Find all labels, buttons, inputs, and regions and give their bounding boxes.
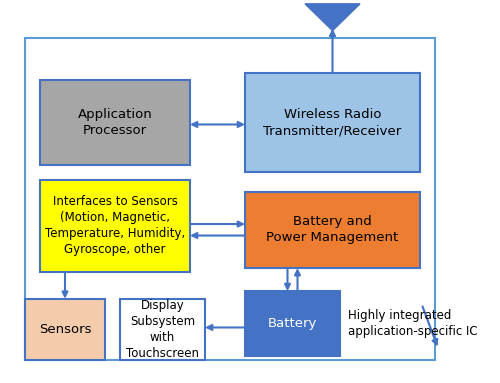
Text: Sensors: Sensors [39, 323, 91, 336]
FancyBboxPatch shape [120, 299, 205, 360]
FancyBboxPatch shape [40, 180, 190, 272]
FancyBboxPatch shape [40, 80, 190, 165]
Text: Display
Subsystem
with
Touchscreen: Display Subsystem with Touchscreen [126, 299, 199, 360]
FancyBboxPatch shape [25, 299, 105, 360]
Text: Battery and
Power Management: Battery and Power Management [266, 215, 398, 244]
Text: Wireless Radio
Transmitter/Receiver: Wireless Radio Transmitter/Receiver [264, 108, 402, 137]
FancyBboxPatch shape [25, 38, 435, 360]
Text: Application
Processor: Application Processor [78, 108, 152, 137]
Text: Highly integrated
application-specific IC: Highly integrated application-specific I… [348, 309, 477, 338]
Polygon shape [305, 4, 360, 31]
Text: Interfaces to Sensors
(Motion, Magnetic,
Temperature, Humidity,
Gyroscope, other: Interfaces to Sensors (Motion, Magnetic,… [45, 195, 185, 257]
FancyBboxPatch shape [245, 291, 340, 356]
FancyBboxPatch shape [245, 192, 420, 268]
FancyBboxPatch shape [245, 73, 420, 172]
Text: Battery: Battery [268, 317, 317, 330]
